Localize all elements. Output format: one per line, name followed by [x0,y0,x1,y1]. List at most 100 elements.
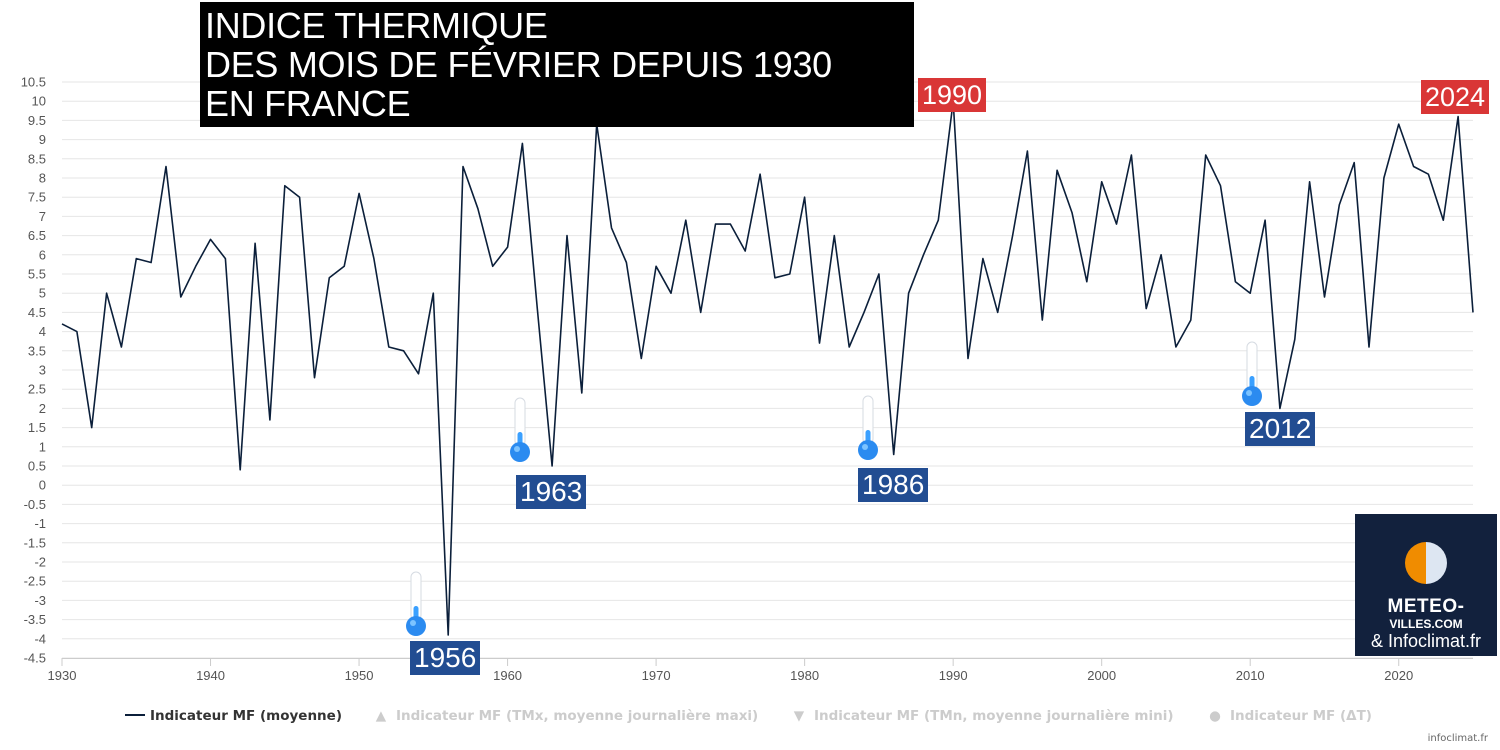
data-point[interactable] [862,310,867,315]
data-point[interactable] [371,256,376,261]
data-point[interactable] [446,632,451,637]
data-point[interactable] [208,237,213,242]
data-point[interactable] [1129,152,1134,157]
data-point[interactable] [936,218,941,223]
data-point[interactable] [980,256,985,261]
data-point[interactable] [564,233,569,238]
data-point[interactable] [1367,344,1372,349]
legend-item-moyenne[interactable]: Indicateur MF (moyenne) [124,708,342,724]
data-point[interactable] [89,425,94,430]
data-point[interactable] [817,341,822,346]
data-point[interactable] [550,464,555,469]
data-point[interactable] [1025,149,1030,154]
data-point[interactable] [1173,344,1178,349]
data-point[interactable] [535,306,540,311]
data-point[interactable] [876,272,881,277]
data-point[interactable] [1396,122,1401,127]
data-point[interactable] [342,264,347,269]
data-point[interactable] [223,256,228,261]
data-point[interactable] [1381,176,1386,181]
data-point[interactable] [1040,318,1045,323]
data-point[interactable] [386,344,391,349]
data-point[interactable] [490,264,495,269]
data-point[interactable] [906,291,911,296]
data-point[interactable] [134,256,139,261]
data-point[interactable] [119,344,124,349]
data-point[interactable] [416,371,421,376]
data-point[interactable] [520,141,525,146]
data-point[interactable] [178,295,183,300]
data-point[interactable] [193,264,198,269]
data-point[interactable] [921,252,926,257]
data-point[interactable] [995,310,1000,315]
data-point[interactable] [1307,179,1312,184]
data-point[interactable] [60,321,65,326]
data-point[interactable] [1055,168,1060,173]
data-point[interactable] [891,452,896,457]
data-point[interactable] [357,191,362,196]
data-point[interactable] [74,329,79,334]
data-point[interactable] [1188,318,1193,323]
data-point[interactable] [832,233,837,238]
data-point[interactable] [104,291,109,296]
data-point[interactable] [1441,218,1446,223]
data-point[interactable] [149,260,154,265]
data-point[interactable] [758,172,763,177]
data-point[interactable] [802,195,807,200]
legend-item-delta[interactable]: ● Indicateur MF (ΔT) [1204,708,1372,724]
data-point[interactable] [1426,172,1431,177]
data-point[interactable] [1411,164,1416,169]
data-point[interactable] [668,291,673,296]
data-point[interactable] [1233,279,1238,284]
legend-item-tmx[interactable]: ▲ Indicateur MF (TMx, moyenne journalière… [370,708,758,724]
data-point[interactable] [639,356,644,361]
data-point[interactable] [163,164,168,169]
data-point[interactable] [787,272,792,277]
data-point[interactable] [238,467,243,472]
data-point[interactable] [267,417,272,422]
data-point[interactable] [1114,222,1119,227]
data-point[interactable] [297,195,302,200]
data-point[interactable] [1099,179,1104,184]
data-point[interactable] [654,264,659,269]
data-point[interactable] [1069,210,1074,215]
data-point[interactable] [461,164,466,169]
data-point[interactable] [282,183,287,188]
data-point[interactable] [624,260,629,265]
data-point[interactable] [1159,252,1164,257]
data-point[interactable] [1456,114,1461,119]
data-point[interactable] [475,206,480,211]
data-point[interactable] [1263,218,1268,223]
data-point[interactable] [1277,406,1282,411]
data-point[interactable] [1471,310,1476,315]
data-point[interactable] [683,218,688,223]
y-tick-label: -3.5 [24,612,46,627]
data-point[interactable] [401,348,406,353]
data-point[interactable] [1322,295,1327,300]
data-point[interactable] [1010,233,1015,238]
data-point[interactable] [609,225,614,230]
data-point[interactable] [713,222,718,227]
data-point[interactable] [743,248,748,253]
data-point[interactable] [728,222,733,227]
data-point[interactable] [312,375,317,380]
data-point[interactable] [772,275,777,280]
data-point[interactable] [847,344,852,349]
data-point[interactable] [431,291,436,296]
data-point[interactable] [966,356,971,361]
data-point[interactable] [1144,306,1149,311]
data-point[interactable] [1218,183,1223,188]
data-point[interactable] [327,275,332,280]
legend-item-tmn[interactable]: ▼ Indicateur MF (TMn, moyenne journalière… [788,708,1174,724]
data-point[interactable] [579,391,584,396]
data-point[interactable] [1084,279,1089,284]
data-point[interactable] [1248,291,1253,296]
data-point[interactable] [1292,337,1297,342]
data-point[interactable] [1337,202,1342,207]
y-tick-label: -1 [34,516,46,531]
data-point[interactable] [253,241,258,246]
data-point[interactable] [698,310,703,315]
data-point[interactable] [1352,160,1357,165]
data-point[interactable] [1203,152,1208,157]
data-point[interactable] [505,245,510,250]
